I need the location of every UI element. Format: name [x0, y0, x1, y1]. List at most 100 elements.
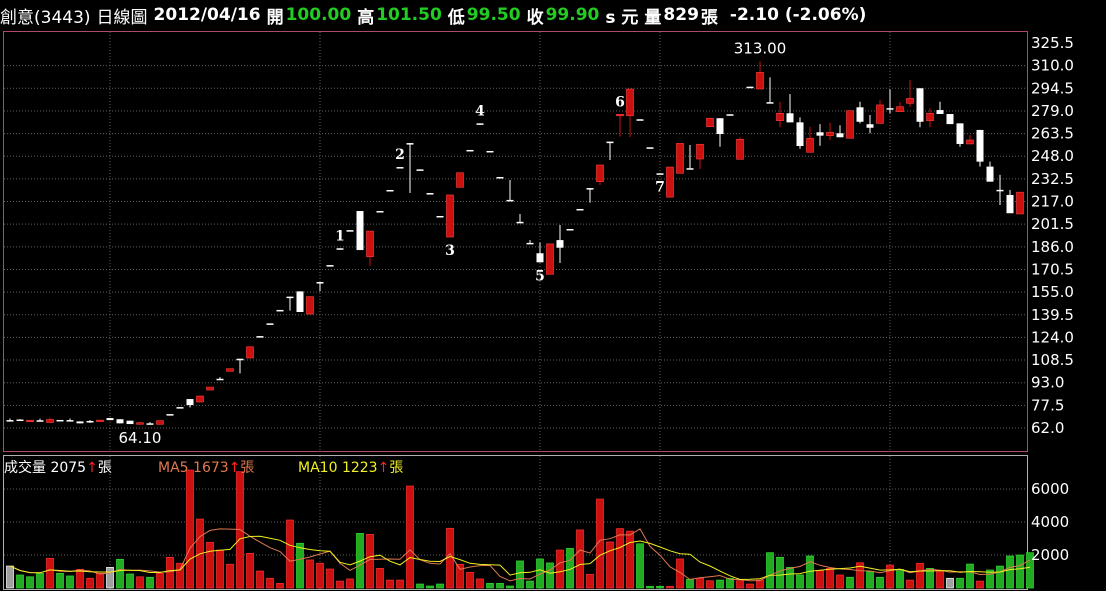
volume-legend-value: 2075: [50, 460, 87, 476]
volume-bar: [546, 562, 554, 589]
volume-bar: [86, 577, 94, 589]
candle-body: [576, 208, 584, 211]
volume-bar: [176, 562, 184, 589]
volume-bar: [1016, 554, 1024, 589]
candle-body: [36, 420, 44, 422]
candle-body: [826, 131, 834, 136]
ma10-line: [9, 535, 1031, 581]
candle-body: [336, 248, 344, 250]
volume-bar: [56, 572, 64, 589]
candle-body: [676, 143, 684, 174]
candle-body: [466, 149, 474, 152]
price-annotation: 2: [395, 147, 405, 163]
candle-body: [326, 265, 334, 267]
arrow-up-icon: ↑: [228, 460, 241, 476]
candle-body: [536, 253, 544, 263]
arrow-up-icon: ↑: [377, 460, 390, 476]
volume-bar: [346, 578, 354, 589]
volume-bar: [916, 562, 924, 589]
volume-bar: [76, 569, 84, 589]
volume-tick-label: 6000: [1031, 480, 1069, 498]
ma10-value: 1223: [341, 460, 378, 476]
candle-body: [586, 188, 594, 190]
volume-bar: [266, 577, 274, 589]
price-annotation: 7: [655, 180, 665, 196]
candle-body: [406, 143, 414, 145]
volume-bar: [926, 568, 934, 589]
candle-body: [996, 189, 1004, 192]
price-tick-label: 232.5: [1031, 170, 1074, 188]
candle-body: [756, 72, 764, 90]
volume-bar: [606, 541, 614, 589]
candle-body: [6, 420, 14, 422]
candle-body: [946, 114, 954, 125]
candle-body: [1006, 194, 1014, 214]
candle-body: [776, 112, 784, 122]
price-annotation: 1: [335, 228, 345, 244]
candle-body: [286, 296, 294, 299]
candle-body: [126, 420, 134, 425]
volume-bar: [126, 573, 134, 589]
volume-bar: [716, 579, 724, 589]
volume-bar: [986, 569, 994, 589]
price-tick-label: 294.5: [1031, 79, 1074, 97]
volume-bar: [766, 552, 774, 589]
candle-body: [216, 378, 224, 381]
volume-bar: [286, 519, 294, 589]
candle-body: [806, 137, 814, 153]
candle-body: [116, 419, 124, 424]
volume-bar: [906, 579, 914, 589]
close-label: 收: [526, 7, 544, 28]
volume-bar: [816, 570, 824, 589]
price-annotation: 4: [475, 103, 485, 119]
price-tick-label: 124.0: [1031, 328, 1074, 346]
candle-body: [546, 243, 554, 275]
volume-bar: [956, 577, 964, 589]
volume-bar: [706, 580, 714, 589]
candle-body: [566, 228, 574, 231]
volume-bar: [416, 583, 424, 589]
volume-bar: [166, 556, 174, 589]
candle-body: [426, 193, 434, 195]
volume-bar: [476, 578, 484, 589]
high-label: 高: [357, 7, 375, 28]
volume-bar: [296, 542, 304, 589]
volume-bar: [136, 576, 144, 589]
volume-bar: [876, 576, 884, 589]
volume-value: 829: [663, 5, 699, 25]
candle-body: [76, 421, 84, 424]
volume-bar: [696, 577, 704, 589]
candle-body: [656, 173, 664, 175]
volume-bar: [746, 583, 754, 589]
volume-bar: [536, 558, 544, 589]
candle-body: [506, 199, 514, 202]
candle-body: [346, 230, 354, 232]
volume-panel-border: [3, 455, 1028, 590]
candle-body: [1016, 191, 1024, 215]
volume-bar: [996, 565, 1004, 589]
volume-bar: [406, 485, 414, 589]
candle-body: [746, 86, 754, 89]
volume-bar: [206, 541, 214, 589]
quote-date: 2012/04/16: [153, 5, 261, 25]
candle-body: [166, 414, 174, 416]
volume-bar: [836, 574, 844, 589]
volume-bar: [676, 558, 684, 589]
volume-bar: [216, 549, 224, 589]
candle-body: [876, 104, 884, 124]
price-tick-label: 325.5: [1031, 34, 1074, 52]
candle-body: [26, 419, 34, 423]
volume-bar: [36, 572, 44, 589]
price-tick-label: 248.0: [1031, 147, 1074, 165]
price-panel-border: [3, 31, 1028, 452]
ma10-unit: 張: [389, 460, 404, 476]
volume-bar: [466, 571, 474, 589]
volume-bar: [1006, 555, 1014, 589]
volume-bar: [886, 564, 894, 589]
candle-body: [316, 282, 324, 284]
volume-bar: [636, 543, 644, 589]
candle-body: [926, 112, 934, 122]
volume-bar: [66, 575, 74, 589]
volume-bar: [586, 573, 594, 589]
